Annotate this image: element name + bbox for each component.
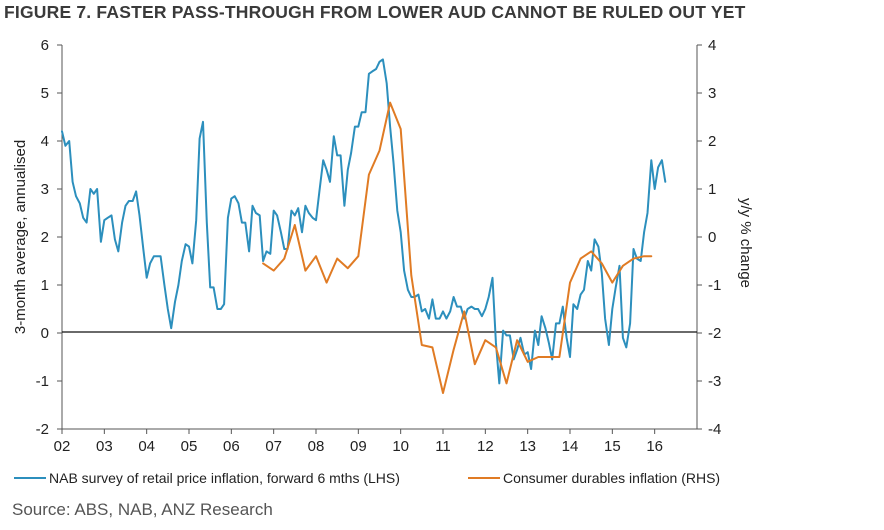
y-right-tick-label: 4 <box>708 37 716 54</box>
x-tick-label: 15 <box>604 438 621 455</box>
y-axis-right-label: y/y % change <box>737 198 754 288</box>
y-left-tick-label: 6 <box>41 37 49 54</box>
y-right-tick-label: 3 <box>708 85 716 102</box>
y-left-tick-label: 4 <box>41 133 49 150</box>
series-line-consumer-durables <box>262 101 653 394</box>
x-tick-label: 02 <box>54 438 71 455</box>
y-right-tick-label: -3 <box>708 373 721 390</box>
legend-label-nab: NAB survey of retail price inflation, fo… <box>49 470 400 486</box>
source-note: Source: ABS, NAB, ANZ Research <box>12 500 273 519</box>
y-right-tick-label: 1 <box>708 181 716 198</box>
x-tick-label: 10 <box>392 438 409 455</box>
x-tick-label: 14 <box>562 438 579 455</box>
y-left-tick-label: 3 <box>41 181 49 198</box>
y-left-tick-label: 1 <box>41 277 49 294</box>
chart-series <box>61 58 667 394</box>
chart-legend: NAB survey of retail price inflation, fo… <box>14 470 720 486</box>
x-tick-label: 06 <box>223 438 240 455</box>
chart-title: FIGURE 7. FASTER PASS-THROUGH FROM LOWER… <box>4 2 746 22</box>
legend-label-durables: Consumer durables inflation (RHS) <box>503 470 720 486</box>
x-tick-label: 07 <box>265 438 282 455</box>
x-tick-label: 13 <box>519 438 536 455</box>
x-tick-label: 08 <box>308 438 325 455</box>
x-tick-label: 09 <box>350 438 367 455</box>
y-left-tick-label: 0 <box>41 325 49 342</box>
y-left-tick-label: -2 <box>36 421 49 438</box>
x-tick-label: 11 <box>435 438 451 455</box>
y-left-tick-label: 2 <box>41 229 49 246</box>
y-axis-left-label: 3-month average, annualised <box>12 140 29 334</box>
x-tick-label: 03 <box>96 438 113 455</box>
x-tick-label: 16 <box>646 438 663 455</box>
y-left-tick-label: 5 <box>41 85 49 102</box>
y-left-tick-label: -1 <box>36 373 49 390</box>
x-tick-label: 05 <box>181 438 198 455</box>
y-right-tick-label: 2 <box>708 133 716 150</box>
y-right-tick-label: -4 <box>708 421 721 438</box>
y-right-tick-label: 0 <box>708 229 716 246</box>
y-right-tick-label: -2 <box>708 325 721 342</box>
x-tick-label: 04 <box>138 438 155 455</box>
y-right-tick-label: -1 <box>708 277 721 294</box>
x-tick-label: 12 <box>477 438 494 455</box>
